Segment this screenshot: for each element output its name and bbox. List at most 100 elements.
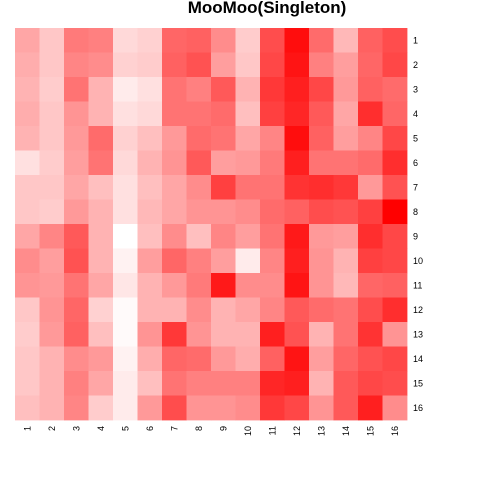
heatmap-cell	[186, 371, 212, 396]
heatmap-cell	[64, 297, 89, 323]
heatmap-cell	[39, 395, 65, 421]
heatmap-cell	[382, 175, 408, 200]
heatmap-cell	[88, 175, 114, 200]
heatmap-cell	[333, 371, 359, 396]
heatmap-cell	[309, 101, 334, 127]
row-tick-label: 13	[413, 329, 423, 339]
heatmap-cell	[211, 346, 236, 372]
heatmap-cell	[211, 101, 236, 127]
heatmap-cell	[211, 150, 236, 176]
heatmap-cell	[382, 224, 408, 249]
heatmap-cell	[211, 52, 236, 78]
heatmap-cell	[358, 322, 383, 347]
heatmap-cell	[64, 224, 89, 249]
heatmap-cell	[260, 77, 285, 102]
heatmap-cell	[333, 248, 359, 274]
heatmap-cell	[39, 126, 65, 151]
heatmap-cell	[333, 395, 359, 421]
heatmap-cell	[309, 371, 334, 396]
heatmap-cell	[64, 175, 89, 200]
heatmap-cell	[15, 395, 40, 421]
heatmap-cell	[284, 248, 310, 274]
heatmap-cell	[137, 199, 163, 225]
heatmap-cell	[382, 371, 408, 396]
heatmap-cell	[186, 395, 212, 421]
heatmap-cell	[162, 322, 187, 347]
heatmap-cell	[88, 199, 114, 225]
heatmap-cell	[284, 322, 310, 347]
heatmap-cell	[235, 346, 261, 372]
heatmap-cell	[309, 346, 334, 372]
column-tick-label: 15	[365, 426, 375, 436]
heatmap-cell	[309, 395, 334, 421]
heatmap-cell	[15, 224, 40, 249]
heatmap-cell	[88, 395, 114, 421]
heatmap-cell	[15, 77, 40, 102]
heatmap-cell	[113, 322, 138, 347]
heatmap-cell	[15, 297, 40, 323]
heatmap-cell	[309, 273, 334, 298]
heatmap-cell	[162, 371, 187, 396]
heatmap-cell	[382, 248, 408, 274]
heatmap-cell	[309, 248, 334, 274]
heatmap-cell	[284, 175, 310, 200]
heatmap-cell	[64, 248, 89, 274]
heatmap-cell	[358, 224, 383, 249]
heatmap-cell	[382, 28, 408, 53]
column-tick-label: 8	[194, 426, 204, 431]
heatmap-cell	[64, 150, 89, 176]
heatmap-cell	[333, 297, 359, 323]
heatmap-cell	[88, 150, 114, 176]
heatmap-cell	[162, 77, 187, 102]
heatmap-cell	[284, 199, 310, 225]
row-tick-label: 5	[413, 133, 418, 143]
heatmap-cell	[15, 175, 40, 200]
heatmap-cell	[39, 371, 65, 396]
heatmap-cell	[15, 126, 40, 151]
heatmap-cells	[15, 28, 408, 421]
heatmap-cell	[64, 371, 89, 396]
heatmap-cell	[162, 150, 187, 176]
heatmap-cell	[309, 150, 334, 176]
heatmap-cell	[186, 77, 212, 102]
heatmap-cell	[64, 52, 89, 78]
row-tick-label: 7	[413, 182, 418, 192]
heatmap-cell	[64, 126, 89, 151]
heatmap-cell	[382, 346, 408, 372]
heatmap-cell	[211, 273, 236, 298]
heatmap-cell	[333, 346, 359, 372]
heatmap-cell	[358, 273, 383, 298]
heatmap-cell	[88, 322, 114, 347]
heatmap-cell	[284, 346, 310, 372]
column-tick-label: 16	[390, 426, 400, 436]
heatmap-cell	[15, 101, 40, 127]
heatmap-cell	[88, 77, 114, 102]
heatmap-cell	[309, 28, 334, 53]
heatmap-cell	[309, 199, 334, 225]
column-tick-label: 10	[243, 426, 253, 436]
heatmap-cell	[137, 28, 163, 53]
heatmap-cell	[162, 199, 187, 225]
heatmap-cell	[260, 175, 285, 200]
heatmap-cell	[235, 248, 261, 274]
heatmap-cell	[137, 346, 163, 372]
heatmap-cell	[260, 101, 285, 127]
heatmap-cell	[235, 101, 261, 127]
column-tick-label: 13	[316, 426, 326, 436]
heatmap-cell	[382, 52, 408, 78]
heatmap-cell	[284, 224, 310, 249]
heatmap-cell	[235, 175, 261, 200]
column-tick-label: 3	[71, 426, 81, 431]
heatmap-cell	[64, 199, 89, 225]
heatmap-cell	[113, 52, 138, 78]
row-tick-label: 15	[413, 378, 423, 388]
heatmap-cell	[137, 297, 163, 323]
heatmap-cell	[284, 28, 310, 53]
heatmap-cell	[39, 150, 65, 176]
heatmap-cell	[186, 101, 212, 127]
heatmap-cell	[137, 395, 163, 421]
heatmap-cell	[235, 52, 261, 78]
heatmap-cell	[382, 126, 408, 151]
heatmap-cell	[113, 199, 138, 225]
heatmap-cell	[88, 346, 114, 372]
